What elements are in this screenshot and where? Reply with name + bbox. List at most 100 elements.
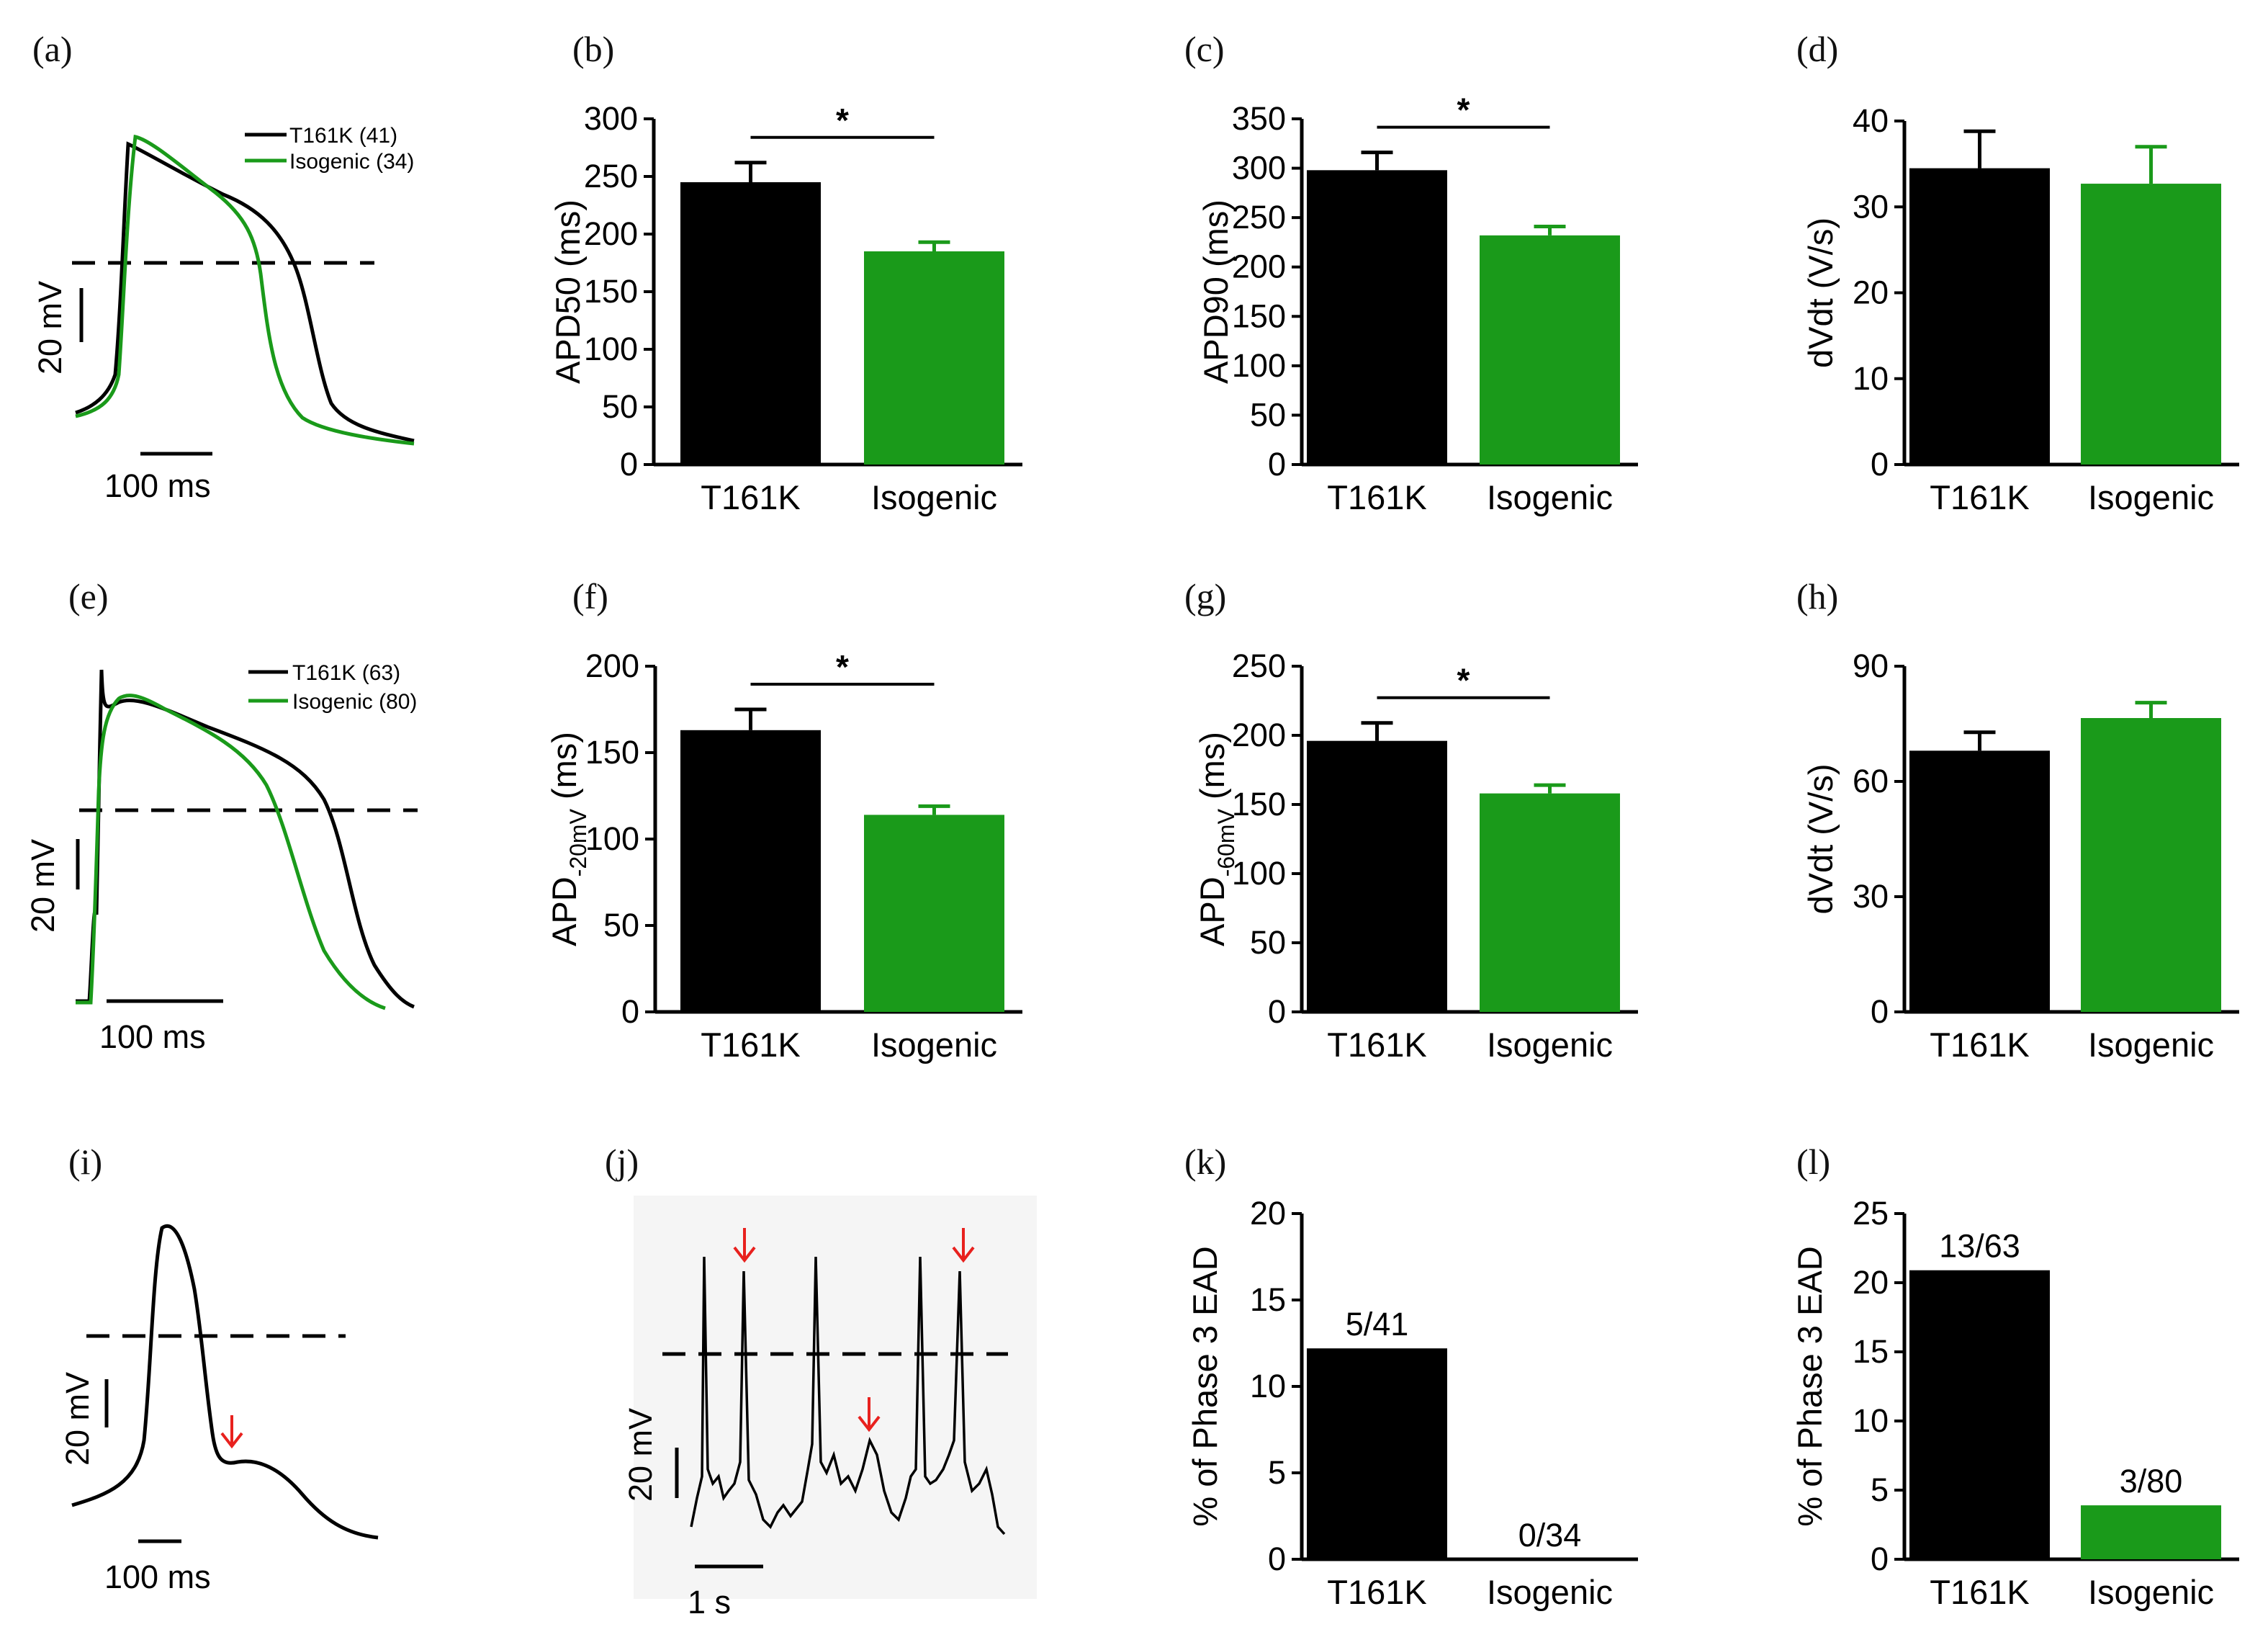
- x-tick-label: Isogenic: [1487, 1573, 1613, 1611]
- y-tick-label: 0: [1871, 993, 1889, 1030]
- data-label: 5/41: [1346, 1306, 1409, 1342]
- y-tick-label: 300: [1232, 150, 1286, 187]
- y-tick-label: 200: [1232, 717, 1286, 753]
- y-tick-label: 350: [1232, 100, 1286, 137]
- legend-t161k: T161K (41): [289, 124, 397, 148]
- y-axis-label-unit: (ms): [1193, 732, 1231, 809]
- scale-label-voltage: 20 mV: [32, 281, 68, 375]
- bar-t161k: [1909, 750, 2050, 1012]
- y-tick-label: 10: [1853, 360, 1889, 397]
- y-axis-label-main: dVdt (V/s): [1801, 218, 1840, 368]
- ap-trace-ead: [71, 1224, 379, 1540]
- panel-label-j: (j): [605, 1142, 639, 1182]
- bar-t161k: [1909, 168, 2050, 465]
- y-tick-label: 30: [1853, 188, 1889, 225]
- scale-label-time: 100 ms: [104, 467, 211, 504]
- y-tick-label: 15: [1250, 1281, 1286, 1318]
- y-tick-label: 150: [584, 273, 638, 310]
- ap-trace-t161k: [76, 669, 415, 1009]
- x-tick-label: T161K: [1327, 1026, 1426, 1064]
- y-tick-label: 10: [1250, 1368, 1286, 1404]
- x-tick-label: T161K: [1327, 478, 1426, 516]
- y-tick-label: 0: [621, 993, 639, 1030]
- bar-t161k: [680, 182, 821, 465]
- x-tick-label: Isogenic: [871, 478, 997, 516]
- y-tick-label: 150: [1232, 786, 1286, 822]
- bar-chart-c: (c) 0 50 100 150 200 250 300 350 APD90 (ms) T161K I…: [1184, 29, 1638, 516]
- y-axis-label: APD-20mV (ms): [545, 732, 591, 946]
- panel-a: (a) T161K (41) Isogenic (34) 20 mV 100 m…: [32, 29, 415, 504]
- scale-label-time: 1 s: [688, 1584, 731, 1620]
- y-tick-label: 50: [1250, 396, 1286, 433]
- y-tick-label: 30: [1853, 878, 1889, 915]
- y-tick-label: 10: [1853, 1402, 1889, 1439]
- x-tick-label: Isogenic: [1487, 1026, 1613, 1064]
- y-axis-label: dVdt (V/s): [1801, 218, 1840, 368]
- scale-label-time: 100 ms: [99, 1018, 206, 1055]
- bar-isogenic: [2081, 1505, 2221, 1559]
- panel-label-e: (e): [68, 576, 109, 617]
- bar-t161k: [1307, 170, 1447, 465]
- red-arrow-3: [952, 1228, 975, 1263]
- y-tick-label: 200: [585, 647, 639, 684]
- panel-j: (j) 20 mV 1 s: [605, 1142, 1037, 1620]
- bar-t161k: [680, 730, 821, 1012]
- y-tick-label: 100: [585, 820, 639, 857]
- x-tick-label: T161K: [1930, 1573, 2029, 1611]
- y-axis-label: % of Phase 3 EAD: [1186, 1246, 1224, 1526]
- y-tick-label: 40: [1853, 102, 1889, 139]
- red-arrow-ead: [220, 1415, 243, 1449]
- panel-label-a: (a): [32, 29, 73, 69]
- bar-isogenic: [1480, 235, 1620, 465]
- y-axis-label: APD-60mV (ms): [1193, 732, 1239, 946]
- bar-chart-h: (h) 0 30 60 90 dVdt (V/s) T161K Isogenic: [1796, 576, 2239, 1064]
- y-tick-label: 5: [1268, 1454, 1286, 1491]
- y-axis-label-main: dVdt (V/s): [1801, 764, 1840, 915]
- y-tick-label: 250: [1232, 647, 1286, 684]
- bar-chart-d: (d) 0 10 20 30 40 dVdt (V/s) T161K Isogenic: [1796, 29, 2239, 516]
- y-tick-label: 90: [1853, 647, 1889, 684]
- bar-chart-b: (b) 0 50 100 150 200 250 300 APD50 (ms) T161K Isog…: [549, 29, 1022, 516]
- ap-trace-isogenic: [76, 694, 386, 1010]
- panel-label-i: (i): [68, 1142, 102, 1182]
- red-arrow-2: [858, 1397, 881, 1433]
- red-arrow-1: [733, 1228, 756, 1263]
- scale-label-voltage: 20 mV: [622, 1408, 659, 1502]
- bar-chart-f: (f) 0 50 100 150 200 APD-20mV (ms) T161K Isogeni…: [545, 576, 1022, 1064]
- x-tick-label: T161K: [1327, 1573, 1426, 1611]
- panel-label-h: (h): [1796, 576, 1838, 617]
- y-tick-label: 15: [1853, 1333, 1889, 1370]
- y-tick-label: 20: [1250, 1195, 1286, 1232]
- y-tick-label: 20: [1853, 274, 1889, 311]
- legend-t161k: T161K (63): [292, 661, 400, 685]
- x-tick-label: T161K: [1930, 1026, 2029, 1064]
- x-tick-label: Isogenic: [2088, 1026, 2214, 1064]
- x-tick-label: Isogenic: [2088, 478, 2214, 516]
- bar-isogenic: [864, 815, 1004, 1012]
- y-tick-label: 150: [1232, 297, 1286, 334]
- x-tick-label: Isogenic: [1487, 478, 1613, 516]
- y-axis-label-unit: (ms): [545, 732, 583, 809]
- bar-chart-l: (l) 0 5 10 15 20 25 % of Phase 3 EAD T161K 13/63 I…: [1791, 1142, 2239, 1611]
- y-tick-label: 50: [603, 907, 639, 943]
- bar-t161k: [1909, 1270, 2050, 1559]
- significance-marker: *: [836, 648, 849, 686]
- scale-label-voltage: 20 mV: [24, 839, 61, 933]
- x-tick-label: T161K: [1930, 478, 2029, 516]
- panel-e: (e) T161K (63) Isogenic (80) 20 mV 100 m…: [24, 576, 418, 1055]
- y-tick-label: 250: [584, 158, 638, 194]
- bar-isogenic: [1480, 793, 1620, 1012]
- ap-trace-t161k: [75, 141, 415, 443]
- bar-t161k: [1307, 1348, 1447, 1559]
- ap-trace-isogenic: [75, 134, 415, 446]
- y-axis-label-main: APD: [545, 876, 583, 946]
- y-tick-label: 50: [602, 388, 638, 425]
- x-tick-label: Isogenic: [2088, 1573, 2214, 1611]
- significance-marker: *: [1457, 662, 1470, 699]
- x-tick-label: T161K: [701, 478, 800, 516]
- scale-label-time: 100 ms: [104, 1559, 211, 1595]
- y-axis-label-main: APD: [1193, 876, 1231, 946]
- y-axis-label: dVdt (V/s): [1801, 764, 1840, 915]
